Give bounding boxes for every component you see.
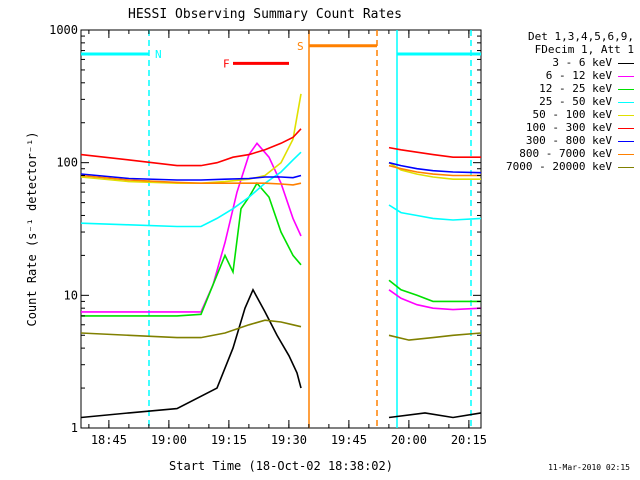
x-tick-label: 19:30 [271, 433, 307, 447]
legend-swatch [618, 75, 634, 77]
x-tick-label: 20:00 [391, 433, 427, 447]
series-line-7-seg-0 [80, 174, 302, 186]
legend-label: 7000 - 20000 keV [506, 160, 612, 173]
series-line-4-seg-0 [80, 93, 302, 184]
x-tick-label: 18:45 [91, 433, 127, 447]
legend-entry-5: 100 - 300 keV [468, 121, 634, 134]
series-line-8-seg-1 [388, 332, 482, 341]
chart-title: HESSI Observing Summary Count Rates [128, 7, 402, 22]
series-line-5-seg-1 [388, 146, 481, 158]
legend-swatch [618, 166, 634, 168]
x-tick-label: 19:00 [151, 433, 187, 447]
legend-header-line-1: Det 1,3,4,5,6,9, [528, 30, 634, 43]
flag-F-label: F [223, 57, 230, 70]
y-axis-label: Count Rate (s⁻¹ detector⁻¹) [25, 131, 39, 326]
legend-label: 800 - 7000 keV [519, 147, 612, 160]
flag-N-label: N [155, 48, 162, 61]
axes: 1 10 100 1000 18:45 19:00 19:15 19:30 19:45 20:00… [49, 23, 487, 447]
series-line-3-seg-0 [80, 151, 302, 228]
legend-swatch [618, 62, 634, 64]
legend-label: 300 - 800 keV [525, 134, 612, 147]
series-line-2-seg-1 [388, 279, 481, 303]
series-line-0-seg-0 [80, 287, 302, 419]
x-tick-label: 19:45 [331, 433, 367, 447]
series-line-0-seg-1 [388, 412, 482, 419]
y-tick-label: 100 [56, 156, 78, 170]
date-stamp: 11-Mar-2010 02:15 [548, 463, 630, 472]
legend-swatch [618, 101, 634, 103]
legend-entry-1: 6 - 12 keV [468, 69, 634, 82]
legend-label: 12 - 25 keV [539, 82, 612, 95]
series-line-2-seg-0 [81, 181, 302, 317]
series-lines [80, 93, 482, 419]
flag-S-label: S [297, 40, 304, 53]
y-tick-label: 1000 [49, 23, 78, 37]
series-line-6-seg-0 [80, 173, 302, 181]
x-tick-label: 20:15 [451, 433, 487, 447]
x-tick-label: 19:15 [211, 433, 247, 447]
legend-header-line-2: FDecim 1, Att 1 [534, 43, 634, 56]
legend-label: 25 - 50 keV [539, 95, 612, 108]
y-tick-label: 1 [71, 421, 78, 435]
series-line-6-seg-1 [388, 161, 482, 174]
legend-label: 100 - 300 keV [525, 121, 612, 134]
legend-label: 50 - 100 keV [532, 108, 612, 121]
legend-entry-2: 12 - 25 keV [468, 82, 634, 95]
y-tick-label: 10 [64, 288, 78, 302]
series-line-1-seg-1 [388, 289, 482, 311]
x-axis-label: Start Time (18-Oct-02 18:38:02) [169, 459, 393, 473]
legend-label: 3 - 6 keV [552, 56, 612, 69]
legend-swatch [618, 153, 634, 155]
legend-entry-0: 3 - 6 keV [468, 56, 634, 69]
series-line-3-seg-1 [388, 204, 482, 221]
legend-swatch [618, 127, 634, 129]
legend-entry-4: 50 - 100 keV [468, 108, 634, 121]
legend-entry-3: 25 - 50 keV [468, 95, 634, 108]
legend-swatch [618, 88, 634, 90]
series-line-5-seg-0 [80, 128, 302, 167]
legend-entry-8: 7000 - 20000 keV [468, 160, 634, 173]
legend-swatch [618, 140, 634, 142]
plot-border [80, 29, 482, 429]
legend-swatch [618, 114, 634, 116]
legend-label: 6 - 12 keV [545, 69, 612, 82]
legend: Det 1,3,4,5,6,9, FDecim 1, Att 1 3 - 6 k… [468, 30, 634, 173]
plot-frame [80, 29, 482, 429]
series-line-1-seg-0 [81, 142, 302, 313]
series-line-7-seg-1 [388, 164, 481, 177]
series-line-8-seg-0 [80, 319, 302, 339]
legend-entry-6: 300 - 800 keV [468, 134, 634, 147]
legend-entry-7: 800 - 7000 keV [468, 147, 634, 160]
observing-flags: N F S [81, 30, 481, 428]
